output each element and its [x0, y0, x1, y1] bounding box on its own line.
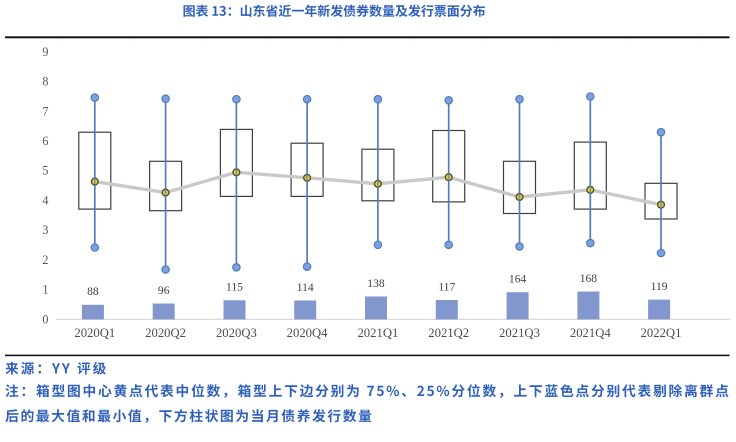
svg-text:2020Q1: 2020Q1	[74, 326, 115, 340]
svg-text:2021Q2: 2021Q2	[428, 326, 469, 340]
svg-text:88: 88	[87, 285, 99, 298]
svg-text:6: 6	[42, 134, 48, 148]
svg-text:2: 2	[42, 253, 48, 267]
svg-text:3: 3	[42, 223, 48, 237]
svg-text:9: 9	[42, 45, 48, 59]
svg-text:96: 96	[158, 284, 170, 297]
svg-text:2022Q1: 2022Q1	[641, 326, 682, 340]
svg-text:114: 114	[297, 281, 314, 294]
svg-text:8: 8	[42, 75, 48, 89]
svg-text:5: 5	[42, 164, 48, 178]
svg-text:0: 0	[42, 312, 48, 326]
svg-text:4: 4	[42, 193, 48, 207]
svg-text:2021Q3: 2021Q3	[499, 326, 540, 340]
svg-text:2021Q1: 2021Q1	[357, 326, 398, 340]
svg-text:168: 168	[580, 272, 598, 285]
svg-text:164: 164	[509, 273, 527, 286]
svg-text:138: 138	[367, 277, 385, 290]
svg-text:2020Q2: 2020Q2	[145, 326, 186, 340]
svg-text:117: 117	[438, 280, 455, 293]
svg-text:2020Q3: 2020Q3	[216, 326, 257, 340]
svg-text:115: 115	[226, 281, 243, 294]
svg-text:119: 119	[651, 280, 668, 293]
svg-text:1: 1	[42, 283, 48, 297]
svg-text:2020Q4: 2020Q4	[287, 326, 329, 340]
svg-text:2021Q4: 2021Q4	[570, 326, 612, 340]
svg-text:7: 7	[42, 104, 48, 118]
